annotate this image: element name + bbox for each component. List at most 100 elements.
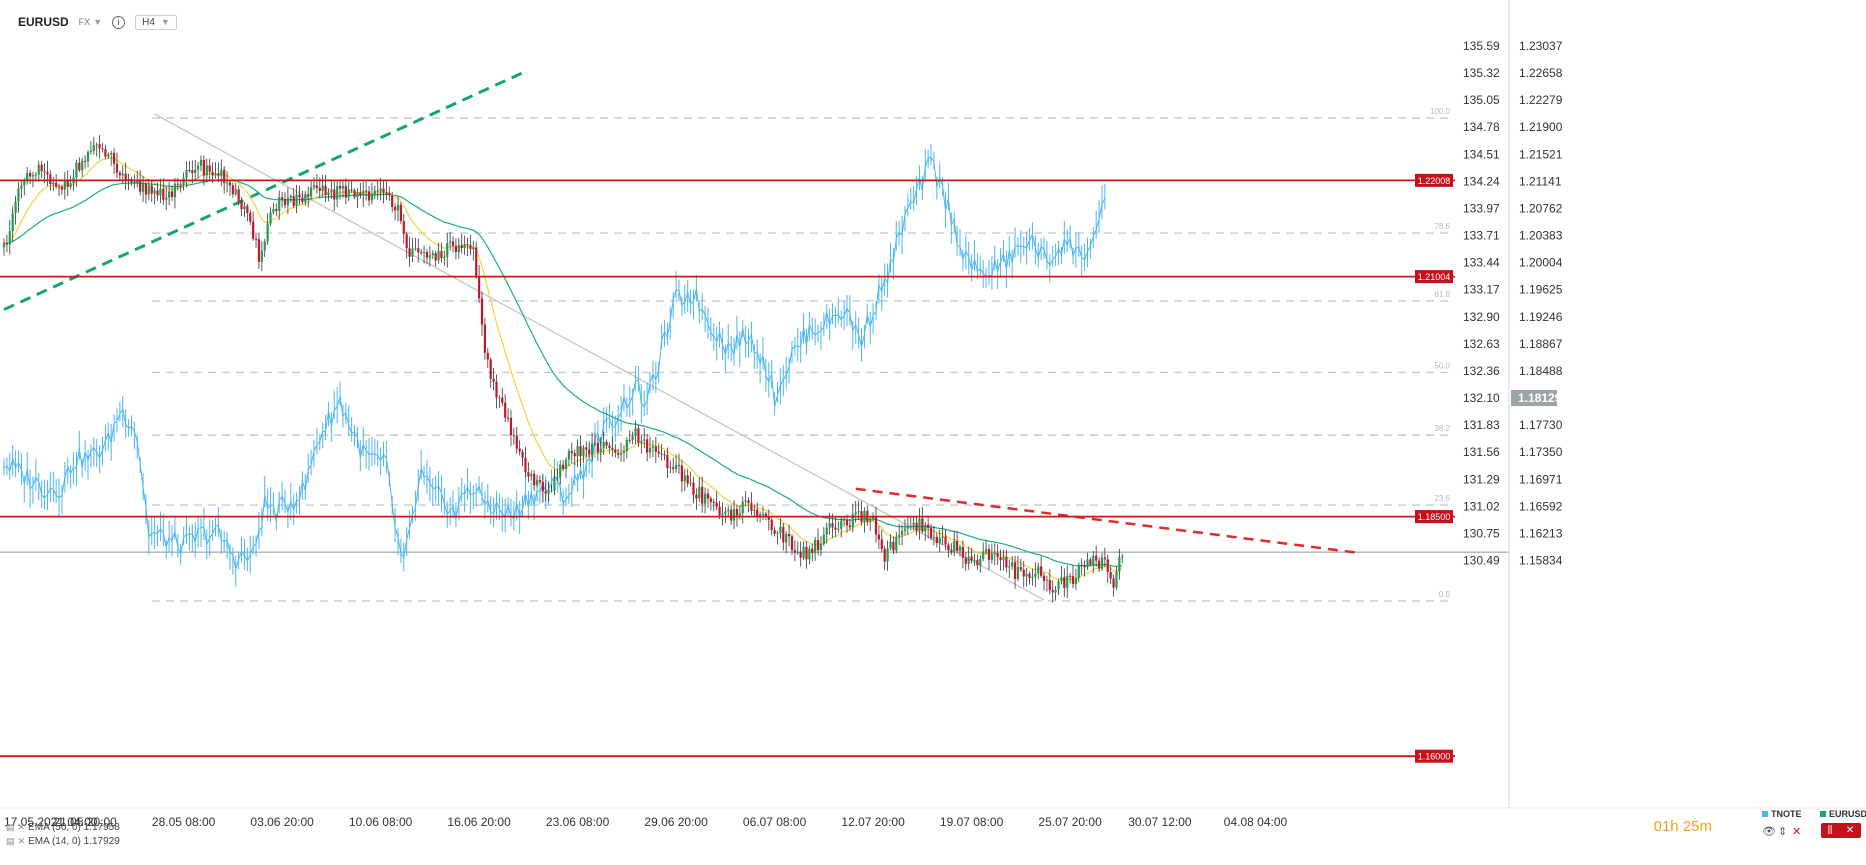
candle-body (454, 245, 458, 253)
horizontal-levels[interactable]: 1.22008 1.21004 1.18500 1.16000 (0, 173, 1455, 763)
candle-body (814, 539, 817, 554)
candle-body (136, 180, 139, 183)
candle-body (118, 172, 121, 176)
candle-body (880, 539, 883, 549)
tnote-tick-label: 133.17 (1463, 283, 1500, 297)
candle-body (553, 479, 556, 491)
candle-body (1092, 555, 1095, 565)
candle-body (1086, 559, 1089, 568)
candle-body (379, 188, 382, 192)
candle-body (1031, 576, 1034, 579)
candle-body (1022, 569, 1025, 577)
candle-body (579, 445, 582, 457)
candle-body (1068, 575, 1072, 577)
candle-body (1118, 557, 1121, 572)
tnote-tick-label: 131.56 (1463, 445, 1500, 459)
eye-icon[interactable]: 👁 (1762, 826, 1776, 838)
candle-body (370, 193, 374, 201)
candle-body (1013, 562, 1017, 579)
candle-body (588, 449, 591, 455)
candle-body (356, 192, 359, 198)
candle-body (425, 251, 429, 258)
legend-tnote[interactable]: TNOTE (1762, 809, 1802, 819)
candle-body (1077, 564, 1080, 578)
candle-body (26, 173, 29, 181)
candle-body (281, 197, 284, 200)
candle-body (101, 148, 104, 150)
eurusd-tick-label: 1.17350 (1519, 445, 1563, 459)
candle-body (721, 513, 724, 516)
candle-body (5, 242, 8, 245)
candle-body (651, 446, 655, 448)
timer-minutes: 25 (1682, 818, 1700, 835)
candle-body (953, 540, 956, 553)
candle-body (753, 509, 756, 511)
candle-body (60, 186, 64, 190)
candle-body (648, 447, 652, 453)
candle-body (278, 197, 281, 211)
x-tick-label: 30.07 12:00 (1128, 815, 1192, 829)
symbol-label[interactable]: EURUSD (18, 15, 69, 29)
candle-body (918, 518, 921, 531)
close-icon[interactable]: ✕ (17, 836, 26, 846)
candles-icon[interactable]: ⫼ (1827, 825, 1833, 836)
tnote-line (3, 157, 1106, 570)
close-icon[interactable]: ✕ (1792, 826, 1802, 838)
candle-body (295, 194, 298, 206)
candle-body (906, 527, 909, 529)
candle-body (964, 557, 967, 564)
candle-body (214, 173, 217, 176)
candle-body (779, 526, 782, 534)
candle-body (628, 439, 631, 441)
candle-body (341, 185, 345, 189)
candle-body (2, 242, 6, 248)
candle-body (321, 185, 324, 191)
candle-body (347, 189, 350, 198)
settings-icon[interactable]: ▤ (6, 836, 15, 846)
candle-body (698, 486, 701, 499)
candle-body (1097, 560, 1101, 569)
candle-body (675, 464, 678, 469)
series-control[interactable]: ⫼ ✕ (1821, 823, 1861, 838)
timeframe-select[interactable]: H4 ▼ (135, 14, 177, 30)
chevron-down-icon[interactable]: ▼ (93, 17, 103, 27)
reorder-icon[interactable]: ⇕ (1778, 826, 1788, 838)
candle-body (712, 501, 715, 503)
candle-body (851, 514, 854, 528)
tnote-tick-label: 135.05 (1463, 93, 1500, 107)
candle-body (336, 186, 339, 200)
candle-body (147, 185, 150, 195)
eurusd-tick-label: 1.22658 (1519, 66, 1563, 80)
candle-body (411, 248, 414, 257)
trendline-layer[interactable] (3, 71, 1360, 601)
candle-body (541, 481, 544, 492)
legend-eurusd[interactable]: EURUSD (1820, 809, 1866, 819)
tnote-tick-label: 131.83 (1463, 418, 1500, 432)
candle-body (590, 443, 594, 455)
candle-body (811, 548, 814, 554)
indicator-ema-14[interactable]: ▤ ✕ EMA (14, 0) 1.17929 (6, 836, 120, 847)
candle-body (958, 546, 962, 551)
candle-body (301, 197, 304, 203)
indicator-ema-50[interactable]: ▤ ✕ EMA (50, 0) 1.17958 (6, 822, 120, 833)
close-icon[interactable]: ✕ (17, 822, 26, 832)
candle-body (915, 522, 918, 531)
candle-body (640, 440, 643, 443)
info-icon[interactable]: i (112, 15, 126, 29)
candle-body (976, 560, 979, 566)
price-level-label: 1.16000 (1418, 752, 1451, 762)
candle-body (414, 248, 417, 250)
candle-body (307, 194, 310, 197)
settings-icon[interactable]: ▤ (6, 822, 15, 832)
close-icon[interactable]: ✕ (1845, 825, 1855, 836)
tnote-tick-label: 134.51 (1463, 147, 1500, 161)
eurusd-candles (2, 135, 1124, 603)
candle-body (599, 448, 602, 453)
uptrend-line (3, 71, 524, 311)
candle-body (535, 480, 539, 486)
candle-body (677, 464, 681, 466)
eurusd-tick-label: 1.18867 (1519, 337, 1563, 351)
candle-body (263, 241, 266, 251)
x-tick-label: 04.08 04:00 (1224, 815, 1288, 829)
